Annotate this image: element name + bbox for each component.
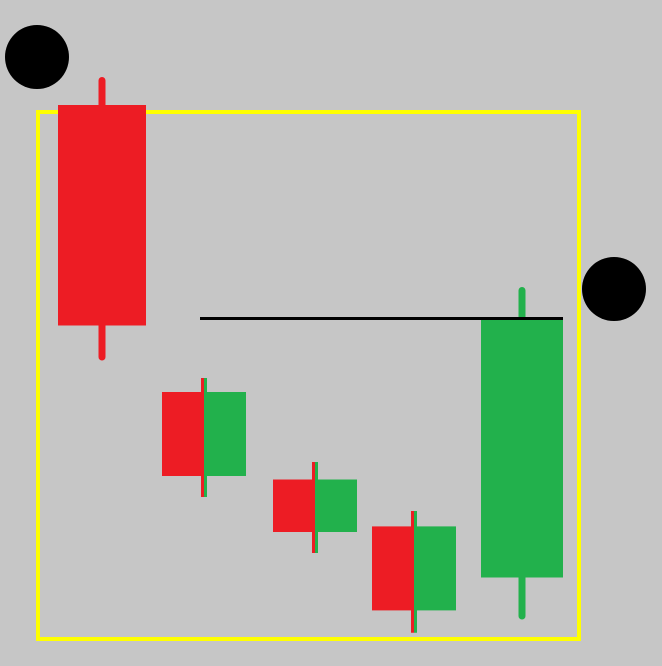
marker-dot-top-left — [5, 25, 69, 89]
candle-3-body-bullish-half — [315, 479, 357, 532]
candle-4-body-bullish-half — [414, 526, 456, 611]
candle-2-body-bearish-half — [162, 392, 204, 476]
candle-3-body-bearish-half — [273, 479, 315, 532]
candle-4-body-bearish-half — [372, 526, 414, 611]
candle-2-body-bullish-half — [204, 392, 246, 476]
marker-dot-right — [582, 257, 646, 321]
candle-1-body — [58, 105, 146, 326]
candle-5-body — [481, 318, 563, 578]
diagram-frame — [36, 110, 581, 641]
candles-group — [58, 77, 563, 633]
